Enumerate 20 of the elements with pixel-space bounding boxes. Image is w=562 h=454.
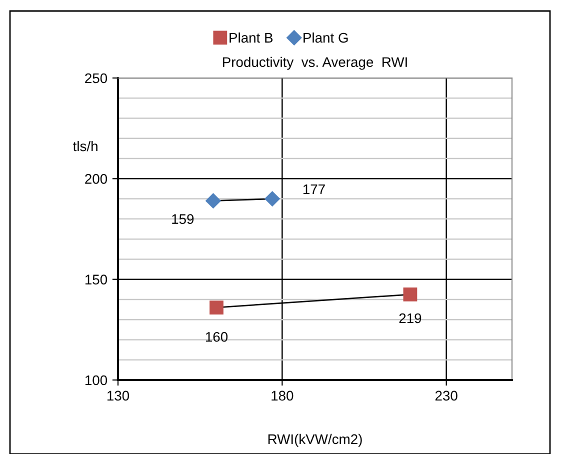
point: [210, 300, 224, 314]
point: [403, 287, 418, 302]
x-tick-label: 180: [272, 390, 294, 401]
point: [264, 191, 280, 206]
y-tick-label: 250: [85, 73, 108, 84]
y-tick-label: 200: [85, 174, 108, 184]
y-axis-title: tls/h: [73, 140, 98, 152]
chart-title: Productivity vs. Average RWI: [222, 56, 407, 70]
x-axis-title: RWI(kVW/cm2): [268, 434, 362, 447]
legend-label: Plant B: [230, 32, 273, 43]
y-tick-label: 150: [85, 274, 108, 285]
x-tick-label: 130: [107, 390, 130, 401]
annotation: 159: [172, 214, 194, 224]
annotation: 219: [399, 313, 422, 324]
x-tick-label: 230: [435, 390, 458, 401]
point: [206, 193, 221, 208]
legend-label: Plant G: [304, 32, 348, 43]
y-tick-label: 100: [85, 375, 108, 386]
annotation: 160: [206, 332, 228, 342]
annotation: 177: [303, 184, 325, 194]
